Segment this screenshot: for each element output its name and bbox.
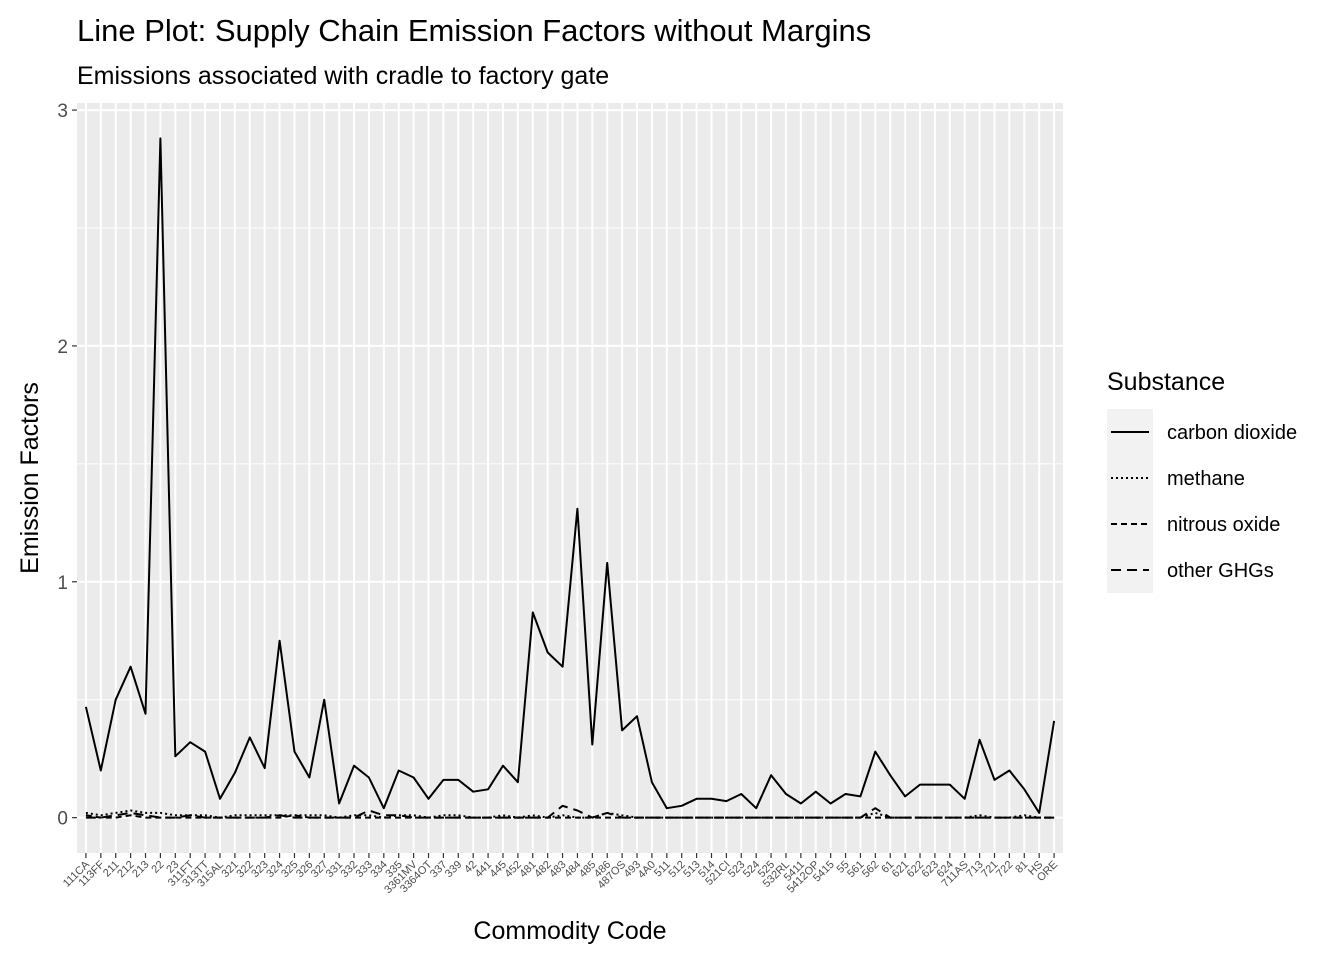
y-axis: 0 1 2 3	[57, 101, 77, 830]
chart-subtitle: Emissions associated with cradle to fact…	[77, 62, 609, 90]
series-line	[84, 137, 1056, 814]
legend-label: methane	[1167, 468, 1245, 490]
x-tick-label: 213	[130, 859, 151, 880]
series-line	[85, 814, 1055, 819]
x-tick-label: 562	[860, 859, 881, 880]
legend-label: nitrous oxide	[1167, 514, 1280, 536]
series-layer	[84, 137, 1056, 819]
legend-label: other GHGs	[1167, 560, 1274, 582]
x-tick-label: 339	[443, 859, 464, 880]
y-tick-label: 2	[57, 337, 68, 358]
y-axis-title: Emission Factors	[16, 382, 44, 574]
grid-minor	[77, 227, 1063, 701]
plot-panel	[77, 103, 1063, 853]
x-axis-title: Commodity Code	[473, 917, 666, 945]
legend-label: carbon dioxide	[1167, 422, 1297, 444]
chart-title: Line Plot: Supply Chain Emission Factors…	[77, 13, 871, 48]
legend-key-background	[1107, 409, 1153, 593]
legend-items: carbon dioxide methane nitrous oxide other …	[1107, 409, 1297, 593]
y-tick-label: 0	[57, 809, 68, 830]
legend-title: Substance	[1107, 368, 1225, 396]
x-tick-label: 722	[994, 859, 1015, 880]
x-axis: 111CA113FF2112122132223311FT313TT315AL32…	[61, 853, 1060, 896]
legend: Substance carbon dioxide methane nitrous o…	[1107, 368, 1297, 593]
y-tick-label: 1	[57, 573, 68, 594]
y-tick-label: 3	[57, 101, 68, 122]
